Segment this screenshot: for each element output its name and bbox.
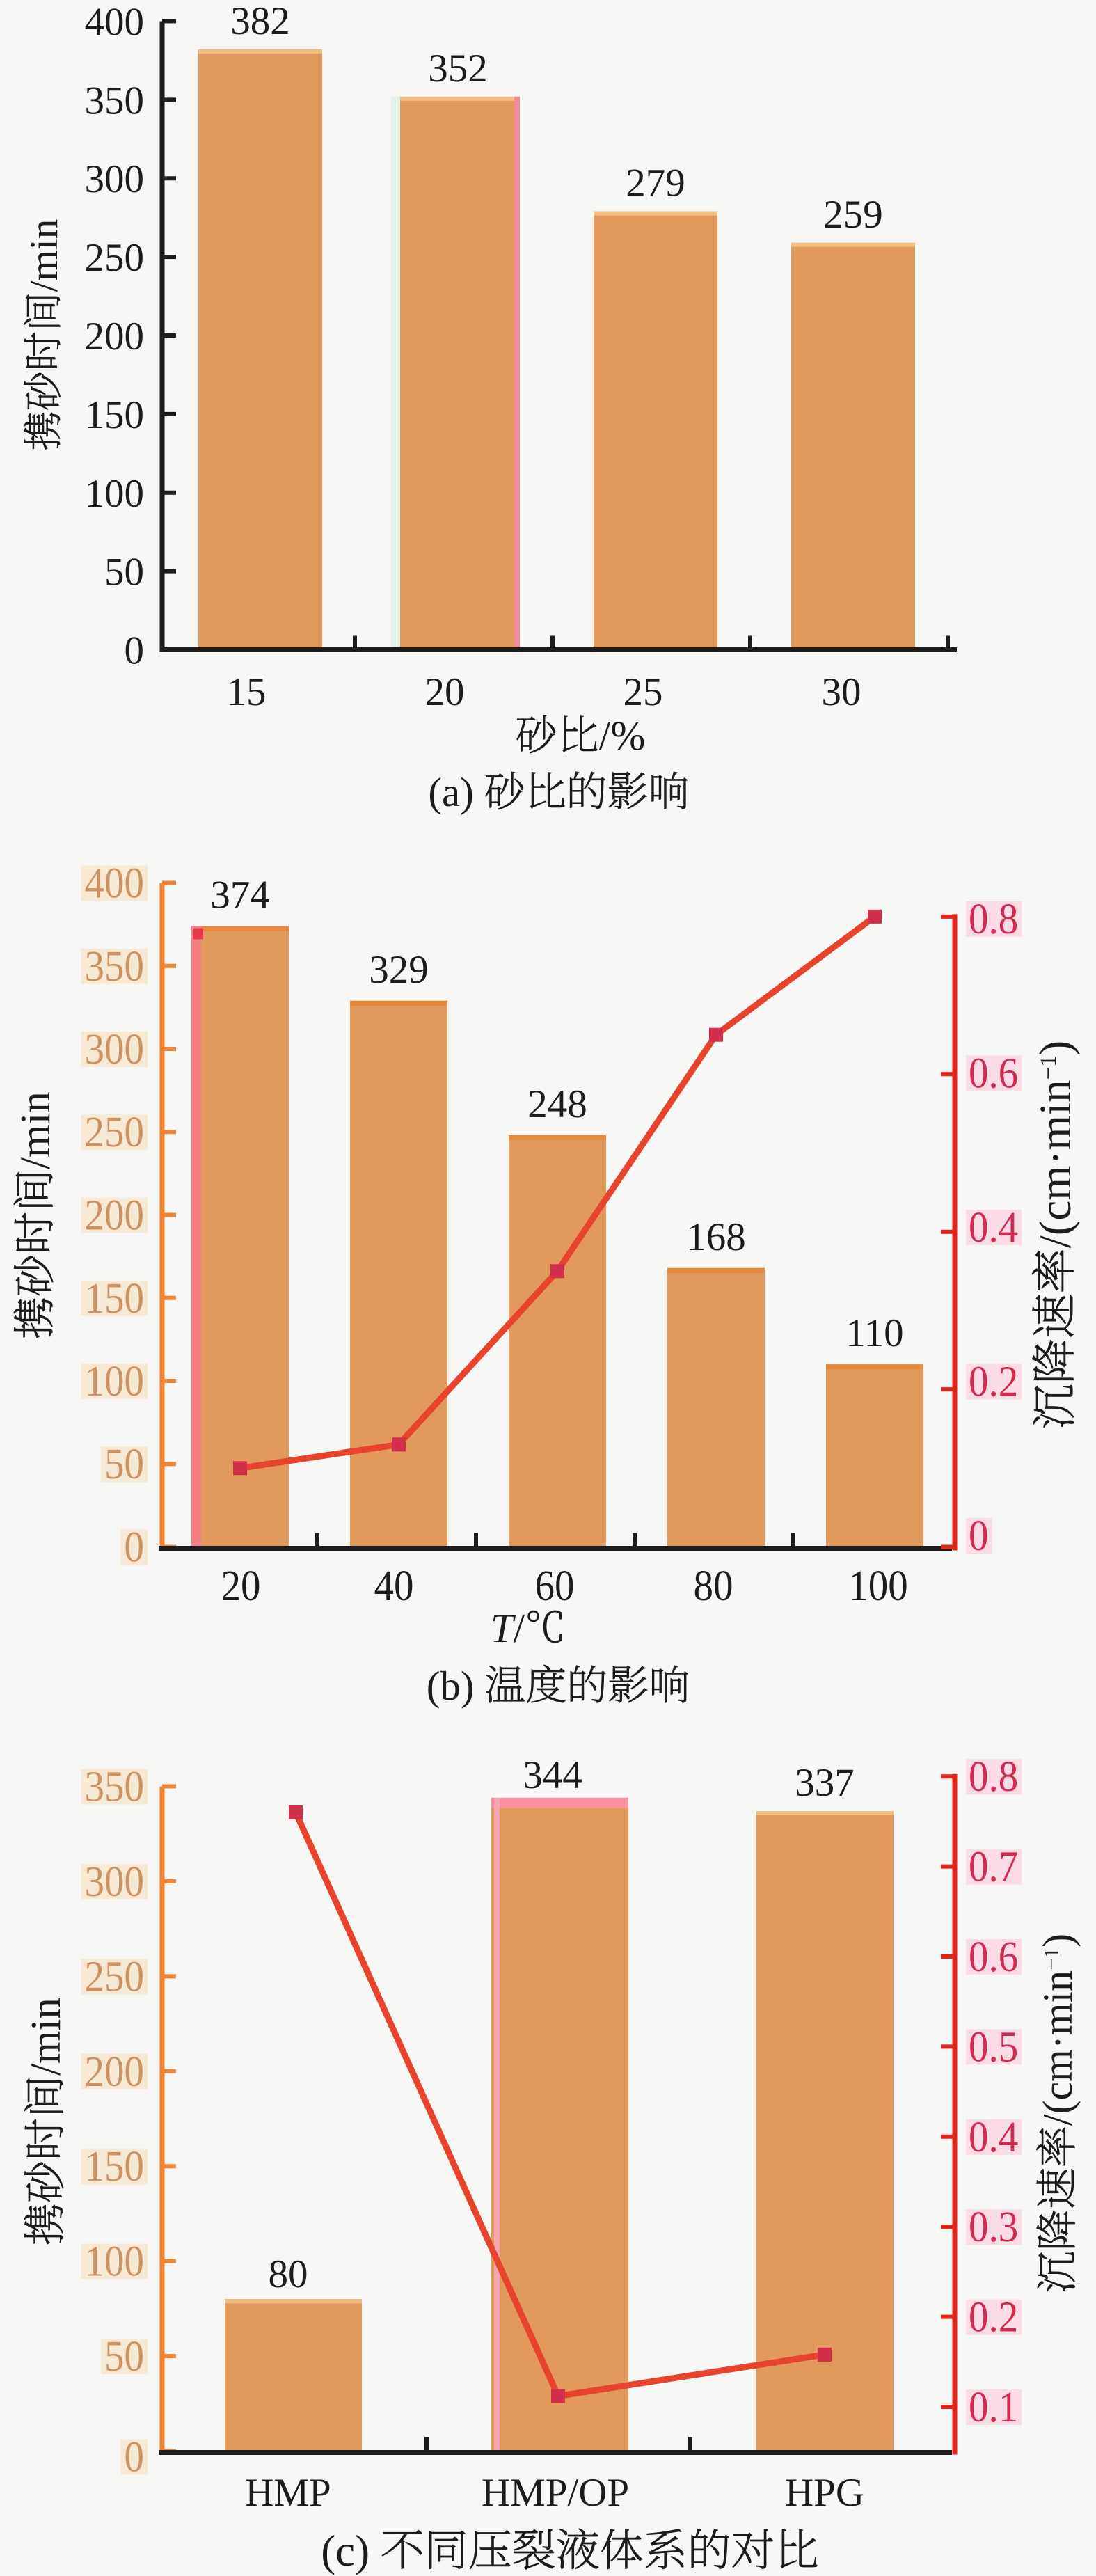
svg-text:352: 352: [428, 47, 488, 90]
svg-text:382: 382: [230, 0, 290, 43]
svg-text:0.8: 0.8: [969, 1753, 1018, 1801]
svg-text:0.5: 0.5: [969, 2023, 1018, 2071]
svg-text:0: 0: [125, 1524, 145, 1572]
svg-text:337: 337: [795, 1761, 855, 1805]
svg-text:/min: /min: [22, 219, 66, 292]
svg-text:/(cm·min: /(cm·min: [1035, 1970, 1081, 2126]
svg-text:0.6: 0.6: [969, 1934, 1018, 1981]
svg-text:(b): (b): [427, 1663, 475, 1709]
svg-text:50: 50: [104, 551, 144, 594]
svg-text:80: 80: [694, 1563, 733, 1610]
svg-text:344: 344: [523, 1753, 582, 1797]
svg-text:200: 200: [85, 1192, 145, 1240]
svg-text:200: 200: [85, 315, 145, 358]
svg-text:0.8: 0.8: [969, 896, 1018, 943]
svg-text:30: 30: [822, 670, 861, 714]
svg-text:300: 300: [85, 157, 145, 201]
svg-text:400: 400: [85, 1, 145, 45]
svg-text:374: 374: [210, 874, 270, 917]
svg-text:−1: −1: [1039, 1947, 1063, 1970]
svg-text:80: 80: [269, 2252, 308, 2296]
svg-text:0.6: 0.6: [969, 1050, 1018, 1098]
svg-text:50: 50: [104, 2333, 144, 2380]
svg-text:0.4: 0.4: [969, 1204, 1018, 1251]
svg-text:15: 15: [227, 670, 267, 714]
svg-text:40: 40: [374, 1563, 414, 1610]
svg-text:259: 259: [823, 193, 883, 237]
svg-text:60: 60: [535, 1563, 575, 1610]
svg-text:248: 248: [527, 1082, 587, 1126]
svg-text:0.2: 0.2: [969, 1359, 1018, 1406]
svg-text:(a): (a): [428, 769, 473, 815]
svg-text:50: 50: [104, 1441, 144, 1488]
svg-text:): ): [1031, 1041, 1081, 1056]
svg-text:0.1: 0.1: [969, 2384, 1018, 2431]
svg-text:350: 350: [85, 79, 145, 123]
svg-text:329: 329: [369, 948, 429, 992]
svg-text:/: /: [514, 1605, 525, 1651]
svg-text:20: 20: [425, 670, 465, 714]
svg-text:100: 100: [85, 1358, 145, 1405]
svg-text:/%: /%: [599, 713, 646, 759]
svg-text:250: 250: [85, 1109, 145, 1156]
svg-text:150: 150: [85, 2143, 145, 2190]
svg-text:0.7: 0.7: [969, 1844, 1018, 1891]
svg-text:300: 300: [85, 1858, 145, 1906]
svg-text:0: 0: [969, 1512, 989, 1560]
svg-text:20: 20: [221, 1563, 261, 1610]
svg-text:100: 100: [85, 472, 145, 516]
svg-text:0: 0: [125, 629, 145, 673]
svg-text:350: 350: [85, 1764, 145, 1811]
svg-text:0.3: 0.3: [969, 2204, 1018, 2251]
svg-text:): ): [1035, 1934, 1081, 1947]
svg-text:−1: −1: [1036, 1055, 1061, 1080]
svg-text:/(cm·min: /(cm·min: [1031, 1080, 1081, 1248]
svg-text:400: 400: [85, 860, 145, 908]
svg-text:250: 250: [85, 236, 145, 280]
svg-text:150: 150: [85, 1275, 145, 1322]
svg-text:250: 250: [85, 1953, 145, 2000]
svg-text:T: T: [491, 1605, 516, 1651]
svg-text:HMP/OP: HMP/OP: [482, 2471, 629, 2515]
svg-text:0: 0: [125, 2434, 145, 2481]
svg-text:25: 25: [624, 670, 663, 714]
svg-text:350: 350: [85, 943, 145, 990]
svg-text:/min: /min: [13, 1091, 59, 1169]
svg-text:168: 168: [686, 1215, 745, 1259]
svg-text:279: 279: [626, 161, 685, 205]
svg-text:100: 100: [848, 1563, 908, 1610]
svg-text:0.2: 0.2: [969, 2294, 1018, 2341]
svg-text:(c): (c): [321, 2527, 370, 2575]
svg-text:200: 200: [85, 2048, 145, 2096]
svg-text:/min: /min: [23, 1998, 70, 2076]
svg-text:100: 100: [85, 2238, 145, 2286]
svg-text:HPG: HPG: [785, 2471, 864, 2515]
svg-text:110: 110: [845, 1311, 903, 1355]
svg-text:300: 300: [85, 1026, 145, 1073]
svg-text:HMP: HMP: [245, 2471, 331, 2515]
svg-text:0.4: 0.4: [969, 2114, 1018, 2161]
svg-text:150: 150: [85, 393, 145, 437]
